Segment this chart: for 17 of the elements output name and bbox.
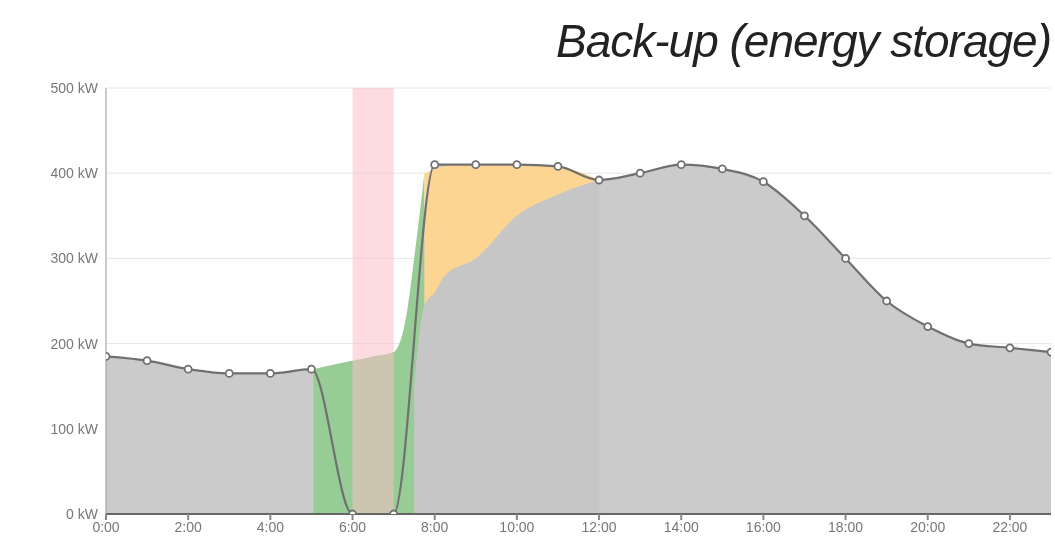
x-tick-label: 22:00: [992, 518, 1028, 535]
y-tick-label: 100 kW: [50, 420, 99, 437]
x-tick-label: 12:00: [581, 518, 617, 535]
x-tick-label: 8:00: [421, 518, 449, 535]
y-tick-label: 500 kW: [50, 79, 99, 96]
x-tick-label: 18:00: [828, 518, 864, 535]
y-tick-label: 300 kW: [50, 250, 99, 267]
chart-title: Back-up (energy storage): [554, 14, 1052, 69]
x-tick-label: 20:00: [910, 518, 946, 535]
x-tick-label: 2:00: [174, 518, 203, 535]
x-tick-label: 14:00: [663, 518, 699, 535]
y-tick-label: 400 kW: [50, 165, 99, 182]
x-tick-label: 6:00: [338, 518, 367, 535]
y-tick-label: 200 kW: [50, 335, 99, 352]
x-tick-label: 16:00: [745, 518, 782, 535]
x-tick-label: 4:00: [256, 518, 285, 535]
x-tick-label: 10:00: [499, 518, 535, 535]
